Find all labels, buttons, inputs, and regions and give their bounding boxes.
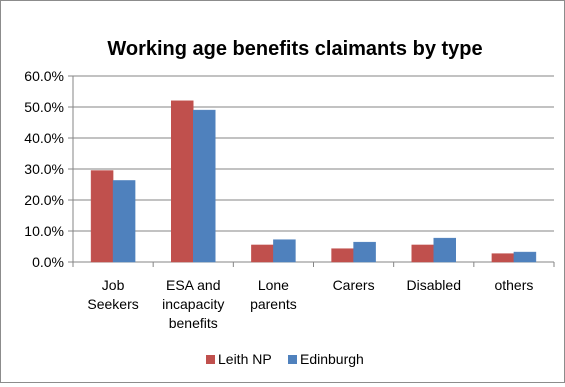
y-tick-label: 20.0% (24, 192, 64, 208)
x-tick-label: others (494, 277, 533, 293)
y-tick-label: 30.0% (24, 161, 64, 177)
x-tick-label: parents (250, 296, 297, 312)
y-tick-label: 40.0% (24, 130, 64, 146)
x-tick-labels: Job Seekers ESA and incapacity benefits Lone p… (87, 277, 533, 331)
bar-leith-np (90, 170, 114, 263)
bar-leith-np (411, 244, 434, 263)
bar-edinburgh (353, 241, 376, 263)
bar-edinburgh (513, 251, 537, 263)
bar-edinburgh (112, 180, 136, 263)
x-tick-label: Disabled (407, 277, 461, 293)
legend-label: Leith NP (218, 351, 272, 367)
legend-swatch (288, 355, 297, 364)
bar-leith-np (171, 100, 194, 263)
y-tick-label: 0.0% (32, 254, 64, 270)
bar-leith-np (251, 244, 274, 263)
x-tick-label: incapacity (162, 296, 224, 312)
bar-edinburgh (433, 237, 456, 263)
legend-label: Edinburgh (300, 351, 364, 367)
y-tick-label: 50.0% (24, 99, 64, 115)
legend: Leith NP Edinburgh (206, 351, 364, 367)
chart-title: Working age benefits claimants by type (107, 38, 482, 60)
bar-leith-np (331, 248, 354, 263)
x-tick-label: benefits (169, 315, 218, 331)
bars (90, 100, 537, 263)
x-tick-label: Job (102, 277, 125, 293)
x-tick-label: Lone (258, 277, 289, 293)
bar-edinburgh (193, 109, 216, 263)
x-tick-label: ESA and (166, 277, 221, 293)
legend-swatch (206, 355, 215, 364)
gridlines (73, 75, 554, 232)
x-tick-label: Seekers (87, 296, 138, 312)
y-tick-label: 10.0% (24, 223, 64, 239)
axes: 0.0% 10.0% 20.0% 30.0% 40.0% 50.0% 60.0% (24, 68, 555, 270)
bar-leith-np (491, 253, 515, 263)
y-tick-label: 60.0% (24, 68, 64, 84)
bar-edinburgh (273, 239, 296, 263)
x-tick-label: Carers (333, 277, 375, 293)
